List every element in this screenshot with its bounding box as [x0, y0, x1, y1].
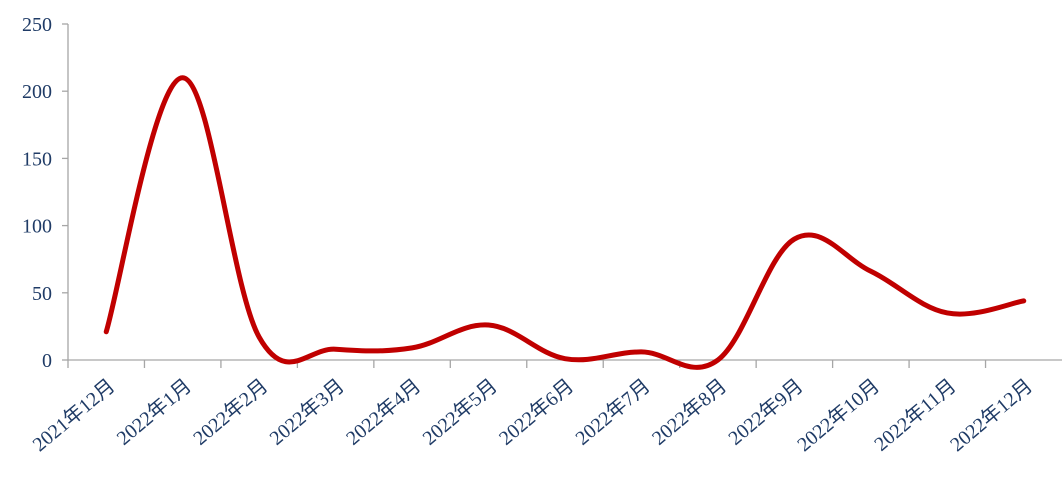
y-tick-label: 50	[32, 283, 52, 305]
x-tick-label: 2022年10月	[793, 374, 884, 456]
x-tick-label: 2022年1月	[112, 374, 196, 449]
x-tick-label: 2022年3月	[265, 374, 349, 449]
x-tick-label: 2022年6月	[494, 374, 578, 449]
y-tick-label: 150	[22, 148, 52, 170]
y-tick-label: 250	[22, 14, 52, 36]
y-tick-label: 200	[22, 81, 52, 103]
x-tick-label: 2022年8月	[647, 374, 731, 449]
x-tick-label: 2022年2月	[189, 374, 273, 449]
x-tick-label: 2022年5月	[418, 374, 502, 449]
x-tick-label: 2022年7月	[571, 374, 655, 449]
x-tick-label: 2022年12月	[946, 374, 1037, 456]
y-tick-label: 100	[22, 216, 52, 238]
y-tick-label: 0	[42, 350, 52, 372]
x-tick-label: 2021年12月	[28, 374, 119, 456]
x-tick-label: 2022年4月	[342, 374, 426, 449]
line	[103, 75, 1027, 370]
x-tick-label: 2022年11月	[870, 374, 961, 455]
